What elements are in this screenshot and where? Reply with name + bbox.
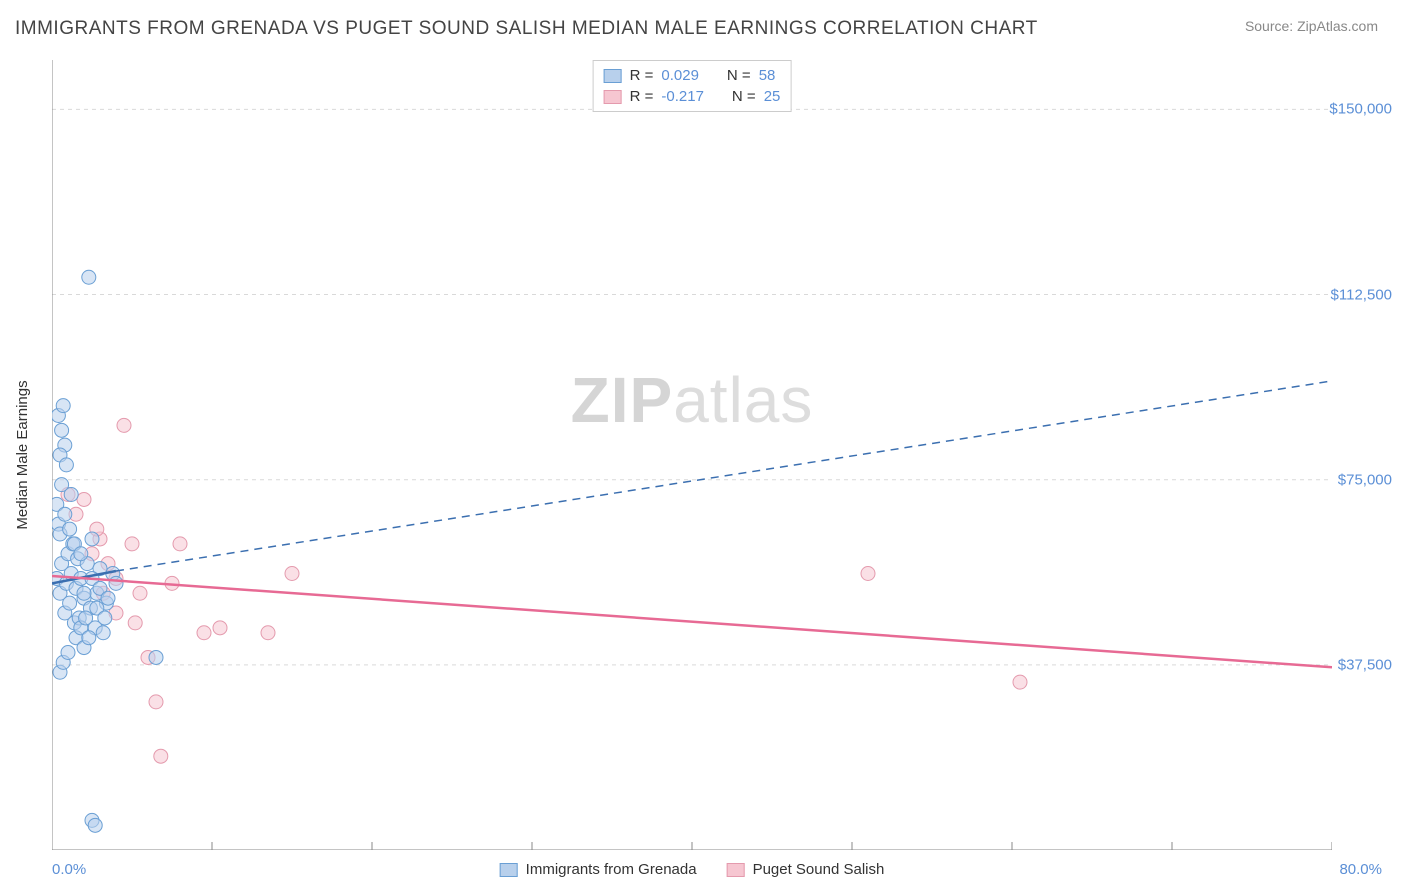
correlation-stats-box: R = 0.029 N = 58 R = -0.217 N = 25 (593, 60, 792, 112)
bottom-legend: Immigrants from Grenada Puget Sound Sali… (500, 861, 885, 878)
chart-area: Median Male Earnings ZIPatlas R = 0.029 … (52, 60, 1332, 850)
swatch-series-b (604, 90, 622, 104)
r-value: 0.029 (661, 67, 699, 84)
r-label: R = (630, 67, 654, 84)
x-axis-min-label: 0.0% (52, 861, 86, 878)
stats-row-a: R = 0.029 N = 58 (604, 65, 781, 86)
legend-item-b: Puget Sound Salish (727, 861, 885, 878)
scatter-plot (52, 60, 1332, 850)
y-tick-label: $37,500 (1338, 656, 1392, 673)
legend-label: Puget Sound Salish (753, 861, 885, 878)
r-label: R = (630, 88, 654, 105)
y-axis-label: Median Male Earnings (14, 380, 31, 529)
y-tick-label: $75,000 (1338, 471, 1392, 488)
n-value: 25 (764, 88, 781, 105)
n-value: 58 (759, 67, 776, 84)
swatch-series-a (500, 863, 518, 877)
y-tick-label: $150,000 (1329, 101, 1392, 118)
x-axis-max-label: 80.0% (1339, 861, 1382, 878)
n-label: N = (732, 88, 756, 105)
legend-label: Immigrants from Grenada (526, 861, 697, 878)
y-tick-label: $112,500 (1331, 286, 1392, 303)
swatch-series-b (727, 863, 745, 877)
source-attribution: Source: ZipAtlas.com (1245, 18, 1378, 34)
n-label: N = (727, 67, 751, 84)
r-value: -0.217 (661, 88, 704, 105)
legend-item-a: Immigrants from Grenada (500, 861, 697, 878)
stats-row-b: R = -0.217 N = 25 (604, 86, 781, 107)
swatch-series-a (604, 69, 622, 83)
chart-title: IMMIGRANTS FROM GRENADA VS PUGET SOUND S… (15, 18, 1038, 40)
